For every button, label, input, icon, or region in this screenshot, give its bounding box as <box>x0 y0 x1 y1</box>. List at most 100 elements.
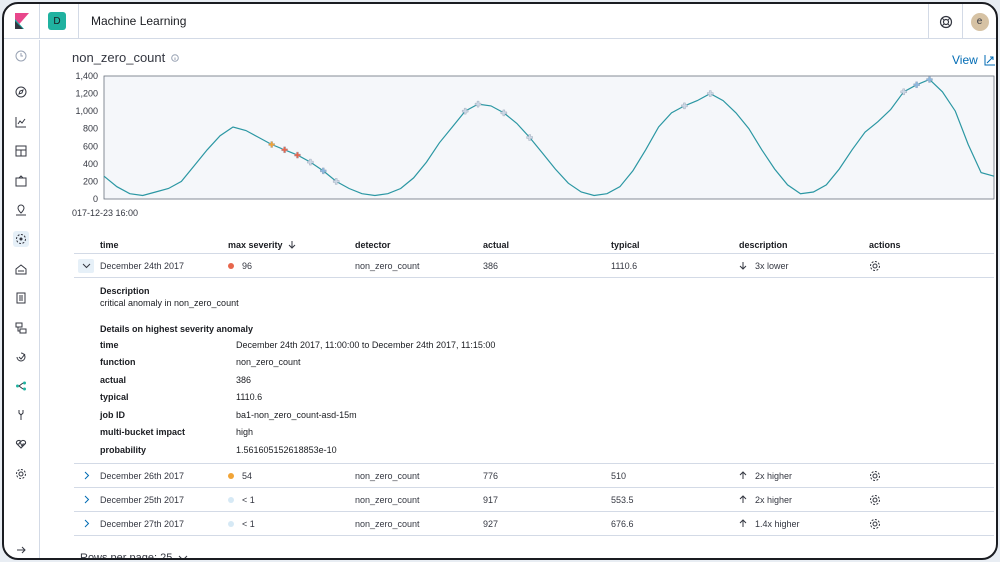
anomaly-marker[interactable] <box>707 90 714 97</box>
chevron-right-icon <box>84 471 89 480</box>
machine-learning-icon[interactable] <box>13 231 29 247</box>
avatar: e <box>970 12 989 31</box>
expand-row-button[interactable] <box>78 488 94 511</box>
row-description: 2x higher <box>739 464 792 487</box>
rows-per-page-button[interactable]: Rows per page: 25 <box>80 552 188 560</box>
anomaly-marker[interactable] <box>500 109 508 117</box>
detail-key: job ID <box>100 410 125 420</box>
row-typical: 510 <box>611 470 627 481</box>
anomaly-marker[interactable] <box>294 151 301 159</box>
anomaly-marker[interactable] <box>900 88 907 96</box>
anomaly-marker[interactable] <box>461 107 469 115</box>
anomaly-marker[interactable] <box>307 158 314 166</box>
row-description-text: 1.4x higher <box>755 518 800 529</box>
graph-icon[interactable] <box>13 378 29 394</box>
row-actions-gear-button[interactable] <box>869 512 881 535</box>
maps-icon[interactable] <box>13 202 29 218</box>
row-severity-value: 96 <box>242 260 253 271</box>
col-time[interactable]: time <box>100 239 119 250</box>
row-typical: 1110.6 <box>611 260 638 271</box>
col-actual[interactable]: actual <box>483 239 510 250</box>
table-row: December 24th 2017 96 non_zero_count 386… <box>74 254 994 278</box>
detail-value: 1.561605152618853e-10 <box>236 445 337 455</box>
canvas-icon[interactable] <box>13 173 29 189</box>
col-typical[interactable]: typical <box>611 239 640 250</box>
row-actions-gear-button[interactable] <box>869 464 881 487</box>
anomaly-marker[interactable] <box>474 100 482 108</box>
row-detector: non_zero_count <box>355 260 420 271</box>
visualize-chart-icon[interactable] <box>13 114 29 130</box>
row-time: December 25th 2017 <box>100 494 185 505</box>
y-tick-label: 0 <box>93 194 98 204</box>
severity-dot <box>228 472 234 479</box>
chevron-right-icon <box>84 495 89 504</box>
space-badge[interactable]: D <box>48 12 66 30</box>
row-severity: < 1 <box>228 512 255 535</box>
anomaly-marker[interactable] <box>913 81 920 88</box>
row-description: 3x lower <box>739 254 789 277</box>
anomalies-table: time max severity detector actual typica… <box>74 236 994 536</box>
external-chart-icon <box>984 55 995 66</box>
app-title: Machine Learning <box>78 4 186 39</box>
infrastructure-icon[interactable] <box>13 261 29 277</box>
chevron-down-icon <box>82 263 90 269</box>
chart-title-text: non_zero_count <box>72 50 166 65</box>
plot-area <box>103 75 995 200</box>
severity-dot <box>228 496 234 503</box>
recent-clock-icon[interactable] <box>13 48 29 64</box>
severity-dot <box>228 262 234 269</box>
chevron-down-icon <box>178 555 188 558</box>
expand-row-button[interactable] <box>78 512 94 535</box>
row-description-text: 2x higher <box>755 470 793 481</box>
arrow-up-icon <box>739 519 747 527</box>
col-description[interactable]: description <box>739 239 788 250</box>
rows-per-page-label: Rows per page: 25 <box>80 552 173 560</box>
gear-icon <box>870 260 880 271</box>
anomaly-marker[interactable] <box>526 134 533 141</box>
row-time: December 24th 2017 <box>100 260 185 271</box>
row-description: 1.4x higher <box>739 512 800 535</box>
row-typical: 676.6 <box>611 518 634 529</box>
collapse-row-button[interactable] <box>78 254 94 277</box>
table-header: time max severity detector actual typica… <box>74 236 994 254</box>
row-detector: non_zero_count <box>355 470 420 481</box>
user-menu-button[interactable]: e <box>962 4 996 39</box>
detail-key: time <box>100 340 119 350</box>
row-description-text: 3x lower <box>755 260 789 271</box>
row-actions-gear-button[interactable] <box>869 488 881 511</box>
detail-value: ba1-non_zero_count-asd-15m <box>236 410 357 420</box>
anomaly-marker[interactable] <box>281 146 288 153</box>
view-link[interactable]: View <box>952 53 996 67</box>
anomaly-marker[interactable] <box>320 167 327 175</box>
gear-icon <box>870 494 880 505</box>
kibana-logo[interactable] <box>4 4 40 39</box>
detail-key: typical <box>100 392 129 402</box>
management-gear-icon[interactable] <box>13 466 29 482</box>
help-button[interactable] <box>928 4 962 39</box>
uptime-icon[interactable] <box>13 349 29 365</box>
dev-tools-icon[interactable] <box>13 407 29 423</box>
col-max-severity[interactable]: max severity <box>228 236 297 253</box>
apm-icon[interactable] <box>13 320 29 336</box>
anomaly-marker[interactable] <box>926 76 933 83</box>
logs-icon[interactable] <box>13 290 29 306</box>
anomaly-marker[interactable] <box>332 178 340 185</box>
expand-row-button[interactable] <box>78 464 94 487</box>
dashboard-icon[interactable] <box>13 143 29 159</box>
collapse-nav-arrow-icon[interactable] <box>13 542 29 558</box>
discover-compass-icon[interactable] <box>13 84 29 100</box>
row-severity-value: 54 <box>242 470 253 481</box>
detail-value: December 24th 2017, 11:00:00 to December… <box>236 340 496 350</box>
row-severity: 54 <box>228 464 252 487</box>
x-start-label: 017-12-23 16:00 <box>72 208 138 218</box>
row-actions-gear-button[interactable] <box>869 254 881 277</box>
side-nav <box>4 40 40 558</box>
anomaly-marker[interactable] <box>268 141 275 148</box>
monitoring-icon[interactable] <box>13 436 29 452</box>
view-link-label: View <box>952 53 978 67</box>
top-bar: D Machine Learning e <box>4 4 996 39</box>
chart-title: non_zero_count <box>72 50 180 65</box>
anomaly-marker[interactable] <box>681 102 688 110</box>
col-detector[interactable]: detector <box>355 239 391 250</box>
